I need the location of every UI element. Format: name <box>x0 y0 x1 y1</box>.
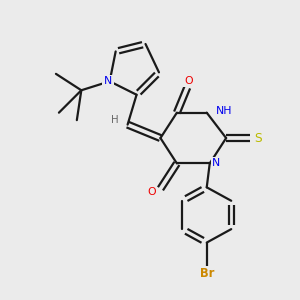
Text: O: O <box>184 76 193 86</box>
Text: S: S <box>255 132 262 145</box>
Text: O: O <box>147 187 156 197</box>
Text: N: N <box>104 76 112 86</box>
Text: N: N <box>212 158 220 168</box>
Text: H: H <box>111 115 119 125</box>
Text: NH: NH <box>216 106 232 116</box>
Text: Br: Br <box>200 267 214 280</box>
